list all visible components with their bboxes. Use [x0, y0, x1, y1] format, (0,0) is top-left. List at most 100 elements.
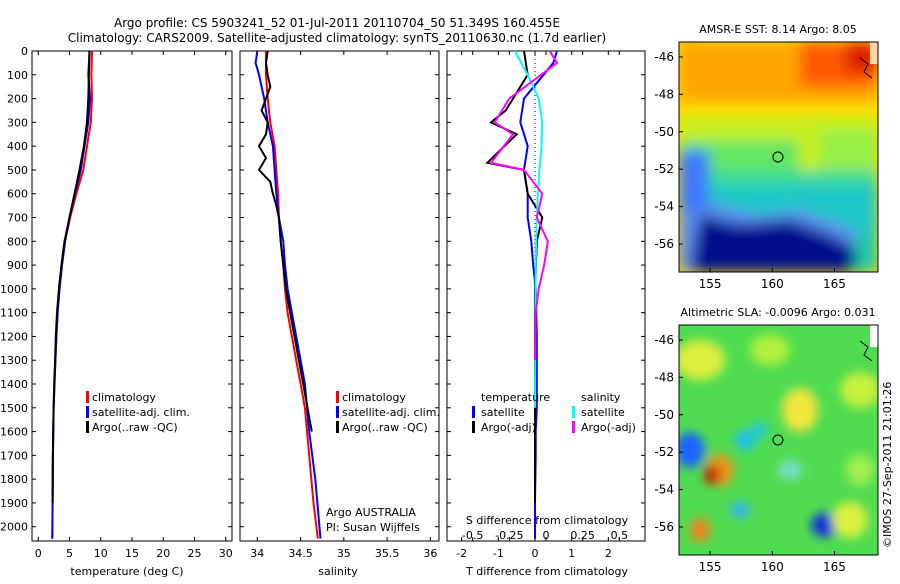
- legend-label-t-argo: Argo(-adj): [481, 421, 536, 434]
- x-tick-label: 25: [188, 547, 202, 560]
- map-y-tick-label: -52: [654, 162, 674, 176]
- depth-tick-label: 1600: [0, 426, 28, 439]
- depth-tick-label: 1500: [0, 402, 28, 415]
- map-x-tick-label: 160: [761, 277, 784, 291]
- legend-title-salinity: salinity: [581, 391, 621, 404]
- x-tick-label: 36: [423, 547, 437, 560]
- salinity-plot-frame: [239, 50, 440, 542]
- legend-swatch-s-argo: [572, 421, 575, 433]
- map-x-tick-label: 165: [823, 277, 846, 291]
- depth-tick-label: 100: [7, 69, 28, 82]
- legend-swatch-s-satellite: [572, 406, 575, 418]
- map-y-tick-label: -48: [654, 87, 674, 101]
- salinity-legend: climatology satellite-adj. clim. Argo(..…: [336, 391, 440, 434]
- legend-label-s-satellite: satellite: [581, 406, 625, 419]
- depth-tick-label: 2000: [0, 521, 28, 534]
- salinity-series: [254, 51, 322, 539]
- x-tick-label: 5: [66, 547, 73, 560]
- sla-map-frame: [678, 324, 879, 556]
- sla-map-axes: 155 160 165 -46 -48 -50 -52 -54 -56: [654, 333, 846, 574]
- series-line-argo-raw-qc-: [51, 51, 91, 503]
- x-tick-label: 0: [35, 547, 42, 560]
- depth-tick-label: 1800: [0, 473, 28, 486]
- depth-tick-label: 1900: [0, 497, 28, 510]
- map-y-tick-label: -56: [654, 237, 674, 251]
- depth-tick-label: 500: [7, 164, 28, 177]
- map-y-tick-label: -56: [654, 520, 674, 534]
- map-y-tick-label: -50: [654, 408, 674, 422]
- x-tick-label: 0.5: [611, 529, 629, 542]
- sla-map: [679, 325, 878, 555]
- x-tick-label: 35: [337, 547, 351, 560]
- argo-pi-label: PI: Susan Wijffels: [326, 521, 420, 534]
- legend-label-t-satellite: satellite: [481, 406, 525, 419]
- x-tick-label: 0: [543, 529, 550, 542]
- legend-swatch-t-argo: [472, 421, 475, 433]
- temperature-axis-label: temperature (deg C): [70, 565, 183, 578]
- temperature-x-axis: 0 5 10 15 20 25 30: [35, 51, 233, 560]
- legend-label-satellite: satellite-adj. clim.: [342, 406, 440, 419]
- map-y-tick-label: -46: [654, 50, 674, 64]
- difference-legend: temperature satellite Argo(-adj) salinit…: [472, 391, 636, 434]
- x-tick-label: 1: [568, 547, 575, 560]
- depth-tick-label: 800: [7, 235, 28, 248]
- legend-label-s-argo: Argo(-adj): [581, 421, 636, 434]
- sst-map-frame: [678, 41, 879, 273]
- legend-label-climatology: climatology: [92, 391, 156, 404]
- sst-map-title: AMSR-E SST: 8.14 Argo: 8.05: [699, 23, 857, 36]
- depth-tick-label: 0: [21, 45, 28, 58]
- difference-plot-frame: [446, 50, 646, 542]
- series-line-satellite-adj-clim-: [254, 51, 322, 539]
- legend-swatch-satellite: [336, 406, 339, 418]
- temperature-series: [51, 51, 94, 539]
- x-tick-label: 34: [250, 547, 264, 560]
- series-line-climatology: [265, 51, 319, 539]
- depth-tick-label: 300: [7, 116, 28, 129]
- depth-tick-label: 200: [7, 93, 28, 106]
- map-x-tick-label: 155: [699, 277, 722, 291]
- legend-title-temperature: temperature: [481, 391, 550, 404]
- x-tick-label: 30: [219, 547, 233, 560]
- legend-label-satellite: satellite-adj. clim.: [92, 406, 190, 419]
- temperature-legend: climatology satellite-adj. clim. Argo(..…: [86, 391, 190, 434]
- map-y-tick-label: -46: [654, 333, 674, 347]
- map-y-tick-label: -50: [654, 125, 674, 139]
- x-tick-label: -0.25: [495, 529, 523, 542]
- argo-program-label: Argo AUSTRALIA: [326, 506, 416, 519]
- depth-axis: 0 100 200 300 400 500 600 700 800 900 1000 1100 1200…: [0, 45, 645, 534]
- temperature-plot-frame: [31, 50, 233, 542]
- legend-label-climatology: climatology: [342, 391, 406, 404]
- sst-map-float-marker: [772, 151, 784, 163]
- sst-map-axes: 155 160 165 -46 -48 -50 -52 -54 -56: [654, 50, 846, 291]
- salinity-x-axis: 34 34.5 35 35.5 36: [250, 51, 437, 560]
- x-tick-label: -1: [493, 547, 504, 560]
- depth-tick-label: 1700: [0, 449, 28, 462]
- depth-tick-label: 1000: [0, 283, 28, 296]
- sst-map: [679, 42, 878, 272]
- legend-swatch-climatology: [336, 391, 339, 403]
- depth-tick-label: 1200: [0, 330, 28, 343]
- header-line-1: Argo profile: CS 5903241_52 01-Jul-2011 …: [114, 16, 560, 30]
- x-tick-label: 34.5: [288, 547, 313, 560]
- series-line-s-satellite: [513, 51, 544, 408]
- sla-map-title: Altimetric SLA: -0.0096 Argo: 0.031: [681, 306, 876, 319]
- salinity-axis-label: salinity: [318, 565, 358, 578]
- x-tick-label: 35.5: [375, 547, 400, 560]
- copyright-caption: ©IMOS 27-Sep-2011 21:01:26: [881, 382, 894, 548]
- depth-tick-label: 400: [7, 140, 28, 153]
- legend-swatch-climatology: [86, 391, 89, 403]
- header-line-2: Climatology: CARS2009. Satellite-adjuste…: [68, 31, 606, 45]
- depth-tick-label: 1300: [0, 354, 28, 367]
- series-line-argo-raw-qc-: [257, 51, 313, 432]
- legend-swatch-t-satellite: [472, 406, 475, 418]
- x-tick-label: 20: [156, 547, 170, 560]
- legend-label-argo: Argo(..raw -QC): [92, 421, 178, 434]
- depth-tick-label: 700: [7, 212, 28, 225]
- s-difference-x-axis: -0.5 -0.25 0 0.25 0.5: [462, 51, 628, 542]
- map-y-tick-label: -52: [654, 445, 674, 459]
- map-y-tick-label: -54: [654, 200, 674, 214]
- map-y-tick-label: -48: [654, 370, 674, 384]
- series-line-s-argo-adj-: [489, 51, 559, 361]
- x-tick-label: -2: [456, 547, 467, 560]
- depth-tick-label: 600: [7, 188, 28, 201]
